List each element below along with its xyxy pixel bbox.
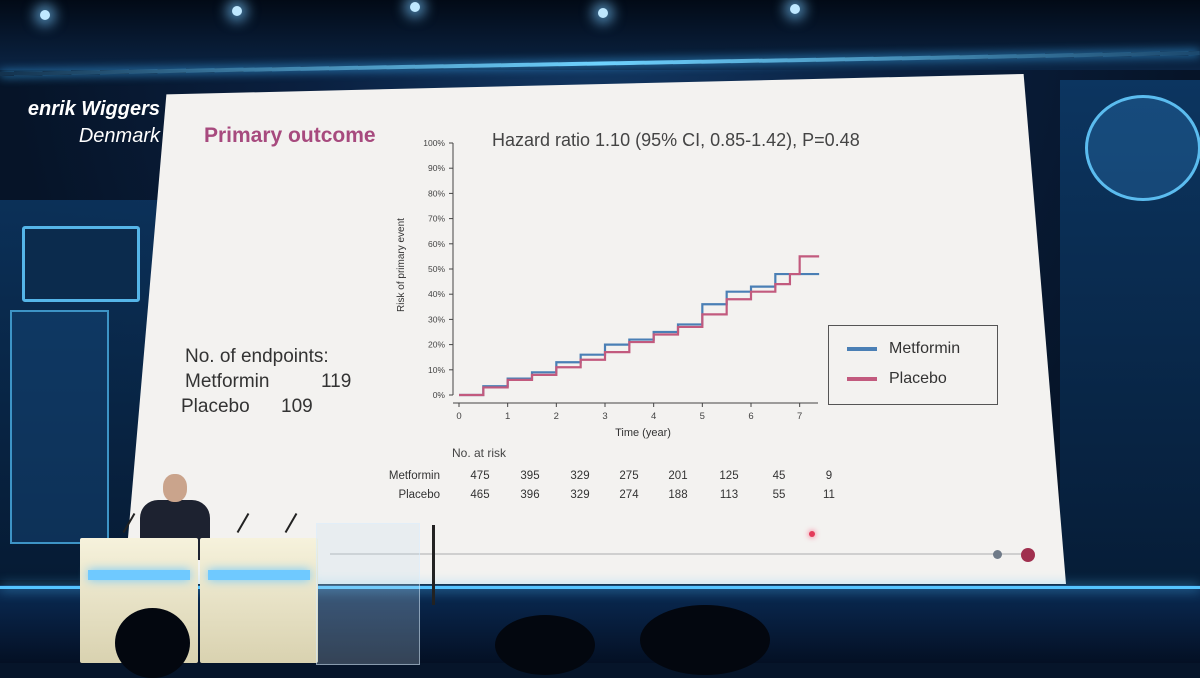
at-risk-value: 275	[619, 470, 639, 482]
y-tick-label: 30%	[428, 314, 445, 324]
endpoint-value: 109	[281, 396, 313, 417]
at-risk-value: 55	[772, 489, 786, 501]
x-tick-label: 3	[602, 411, 607, 422]
legend-item-metformin: Metformin	[847, 334, 997, 364]
at-risk-value: 475	[470, 470, 490, 482]
at-risk-value: 45	[772, 470, 786, 482]
at-risk-value: 201	[668, 470, 688, 482]
y-tick-label: 100%	[423, 138, 445, 148]
series-line-placebo	[459, 255, 820, 397]
glass-lectern	[316, 523, 420, 665]
stage-light	[790, 4, 800, 14]
y-tick-label: 90%	[428, 163, 445, 173]
laser-pointer-dot	[809, 531, 815, 537]
podium-right	[200, 538, 318, 663]
at-risk-value: 9	[825, 470, 833, 482]
progress-dot-current	[1021, 548, 1035, 562]
kaplan-meier-chart: 0% 10% 20% 30% 40% 50% 60% 70% 80% 90% 100% 0 1 2 3 4 5 6…	[396, 138, 820, 439]
endpoint-row: Metformin 119	[185, 369, 351, 394]
legend-swatch	[847, 347, 877, 351]
stage-light	[598, 8, 608, 18]
slide-progress-line	[330, 553, 1025, 555]
y-tick-label: 70%	[428, 214, 445, 224]
machine-illustration	[10, 310, 109, 544]
y-tick-label: 80%	[428, 188, 445, 198]
legend-item-placebo: Placebo	[847, 364, 997, 394]
at-risk-value: 188	[668, 489, 688, 501]
endpoint-label: Metformin	[185, 371, 270, 392]
y-tick-label: 20%	[428, 340, 445, 350]
at-risk-value: 125	[719, 470, 739, 482]
x-tick-label: 5	[700, 411, 705, 422]
y-tick-label: 50%	[428, 264, 445, 274]
x-tick-label: 0	[456, 411, 461, 422]
endpoint-row: Placebo 109	[181, 394, 351, 419]
at-risk-value: 329	[570, 489, 590, 501]
legend-label: Metformin	[889, 340, 961, 357]
podium-glow	[208, 570, 310, 580]
x-tick-label: 1	[505, 411, 510, 422]
y-tick-label: 10%	[428, 365, 445, 375]
at-risk-name: Placebo	[398, 489, 440, 501]
y-tick-label: 40%	[428, 289, 445, 299]
endpoint-value: 119	[321, 371, 352, 392]
progress-dot	[993, 550, 1002, 559]
microphone-stand	[432, 525, 435, 605]
chart-legend: Metformin Placebo	[828, 325, 998, 405]
x-tick-label: 7	[797, 411, 802, 422]
speaker-head	[163, 474, 187, 502]
audience-head	[495, 615, 595, 675]
x-tick-label: 6	[748, 411, 753, 422]
at-risk-value: 396	[520, 489, 540, 501]
stage-light	[410, 2, 420, 12]
x-tick-label: 4	[651, 411, 656, 422]
stage-light	[232, 6, 242, 16]
at-risk-value: 395	[520, 470, 540, 482]
at-risk-row-placebo: Placebo 465 396 329 274 188 113 55 11	[385, 489, 835, 505]
stage-light	[40, 10, 50, 20]
endpoints-heading: No. of endpoints:	[185, 346, 329, 367]
slide-title: Primary outcome	[204, 124, 376, 147]
surgical-lamp-illustration	[1085, 95, 1200, 201]
at-risk-value: 465	[470, 489, 490, 501]
speaker-caption: enrik Wiggers Denmark	[0, 96, 160, 150]
legend-label: Placebo	[889, 370, 947, 387]
endpoint-label: Placebo	[181, 396, 250, 417]
at-risk-value: 11	[823, 489, 835, 501]
speaker-country: Denmark	[78, 125, 160, 147]
y-tick-label: 0%	[433, 390, 446, 400]
at-risk-value: 329	[570, 470, 590, 482]
y-axis-label: Risk of primary event	[396, 218, 407, 312]
speaker-name: enrik Wiggers	[27, 98, 160, 120]
at-risk-value: 274	[619, 489, 639, 501]
at-risk-label: No. at risk	[452, 446, 507, 460]
legend-swatch	[847, 377, 877, 381]
podium-glow	[88, 570, 190, 580]
y-tick-label: 60%	[428, 239, 445, 249]
stage-edge-light	[0, 586, 1200, 589]
audience-head	[640, 605, 770, 675]
at-risk-row-metformin: Metformin 475 395 329 275 201 125 45 9	[385, 470, 832, 486]
monitor-illustration	[22, 226, 140, 302]
hazard-ratio-text: Hazard ratio 1.10 (95% CI, 0.85-1.42), P…	[492, 130, 860, 150]
endpoints-summary: No. of endpoints: Metformin 119 Placebo …	[181, 344, 351, 419]
at-risk-name: Metformin	[388, 470, 440, 482]
audience-head	[115, 608, 190, 678]
at-risk-value: 113	[719, 489, 739, 501]
x-tick-label: 2	[554, 411, 559, 422]
x-axis-label: Time (year)	[615, 427, 671, 439]
